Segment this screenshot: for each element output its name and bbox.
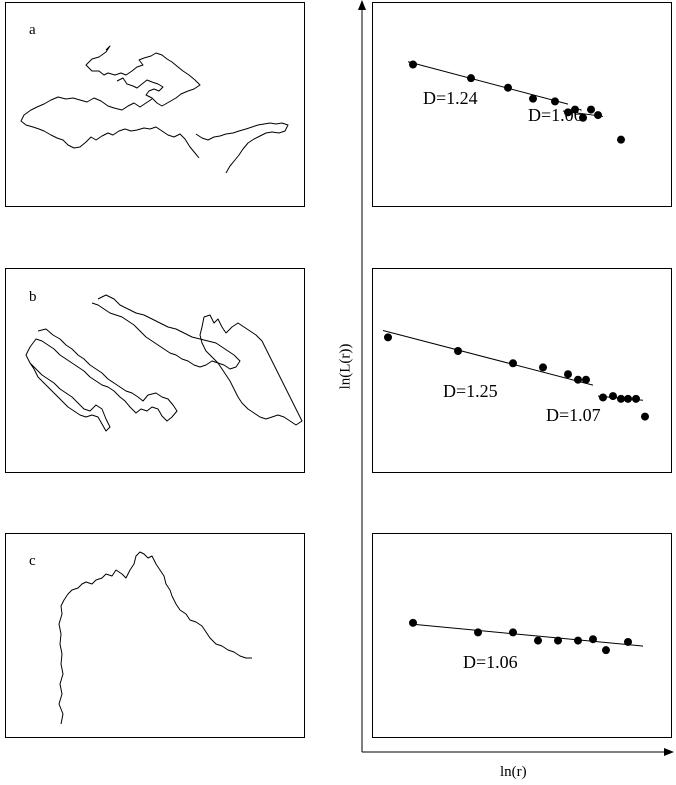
fit-line (412, 623, 644, 647)
plot-panel-b: D=1.25 D=1.07 (372, 268, 672, 473)
x-axis-label: ln(r) (500, 764, 527, 780)
data-point (589, 635, 597, 644)
fit-label: D=1.07 (546, 405, 601, 425)
y-axis-arrow (358, 0, 366, 10)
fit-line (382, 330, 594, 386)
panel-label-a: a (29, 22, 36, 38)
panel-label-b: b (29, 289, 37, 305)
fit-label: D=1.06 (463, 652, 518, 672)
data-point (454, 347, 462, 355)
data-point (624, 394, 632, 403)
fit-line (407, 61, 569, 105)
data-point (609, 392, 617, 401)
boundary-curve-a (20, 45, 289, 174)
data-point (632, 394, 640, 403)
plot-panel-c: D=1.06 (372, 533, 672, 738)
data-point (574, 636, 582, 645)
data-point (564, 370, 572, 379)
data-point (579, 113, 587, 122)
data-point (509, 359, 517, 368)
data-point (554, 636, 562, 645)
data-point (534, 636, 542, 645)
data-point (599, 393, 607, 402)
data-point (641, 412, 649, 421)
data-point (529, 94, 537, 103)
data-point (504, 83, 512, 92)
data-point (594, 111, 602, 120)
fit-label: D=1.25 (443, 381, 498, 401)
fit-label: D=1.24 (423, 88, 478, 108)
data-point (571, 105, 579, 114)
curve-panel-b: b (5, 268, 305, 473)
data-point (509, 628, 517, 637)
data-point (467, 74, 475, 83)
data-point (617, 394, 625, 403)
data-point (409, 618, 417, 627)
data-point (624, 637, 632, 646)
boundary-curve-b (25, 294, 303, 432)
data-point (564, 108, 572, 117)
data-point (602, 646, 610, 655)
curve-panel-a: a (5, 2, 305, 207)
data-point (409, 60, 417, 69)
data-point (539, 363, 547, 372)
plot-panel-a: D=1.24 D=1.06 (372, 2, 672, 207)
data-point (474, 628, 482, 637)
data-point (551, 97, 559, 106)
boundary-curve-c (58, 551, 252, 725)
panel-label-c: c (29, 553, 36, 569)
data-point (617, 135, 625, 144)
fractal-plot-c: D=1.06 (409, 618, 644, 672)
y-axis-label: ln(L(r)) (337, 343, 354, 390)
curve-panel-c: c (5, 533, 305, 738)
fractal-plot-a: D=1.24D=1.06 (407, 60, 625, 144)
data-point (574, 375, 582, 384)
x-axis-arrow (664, 748, 674, 756)
data-point (384, 333, 392, 342)
fractal-plot-b: D=1.25 D=1.07 (382, 330, 649, 425)
data-point (582, 375, 590, 384)
data-point (587, 105, 595, 114)
